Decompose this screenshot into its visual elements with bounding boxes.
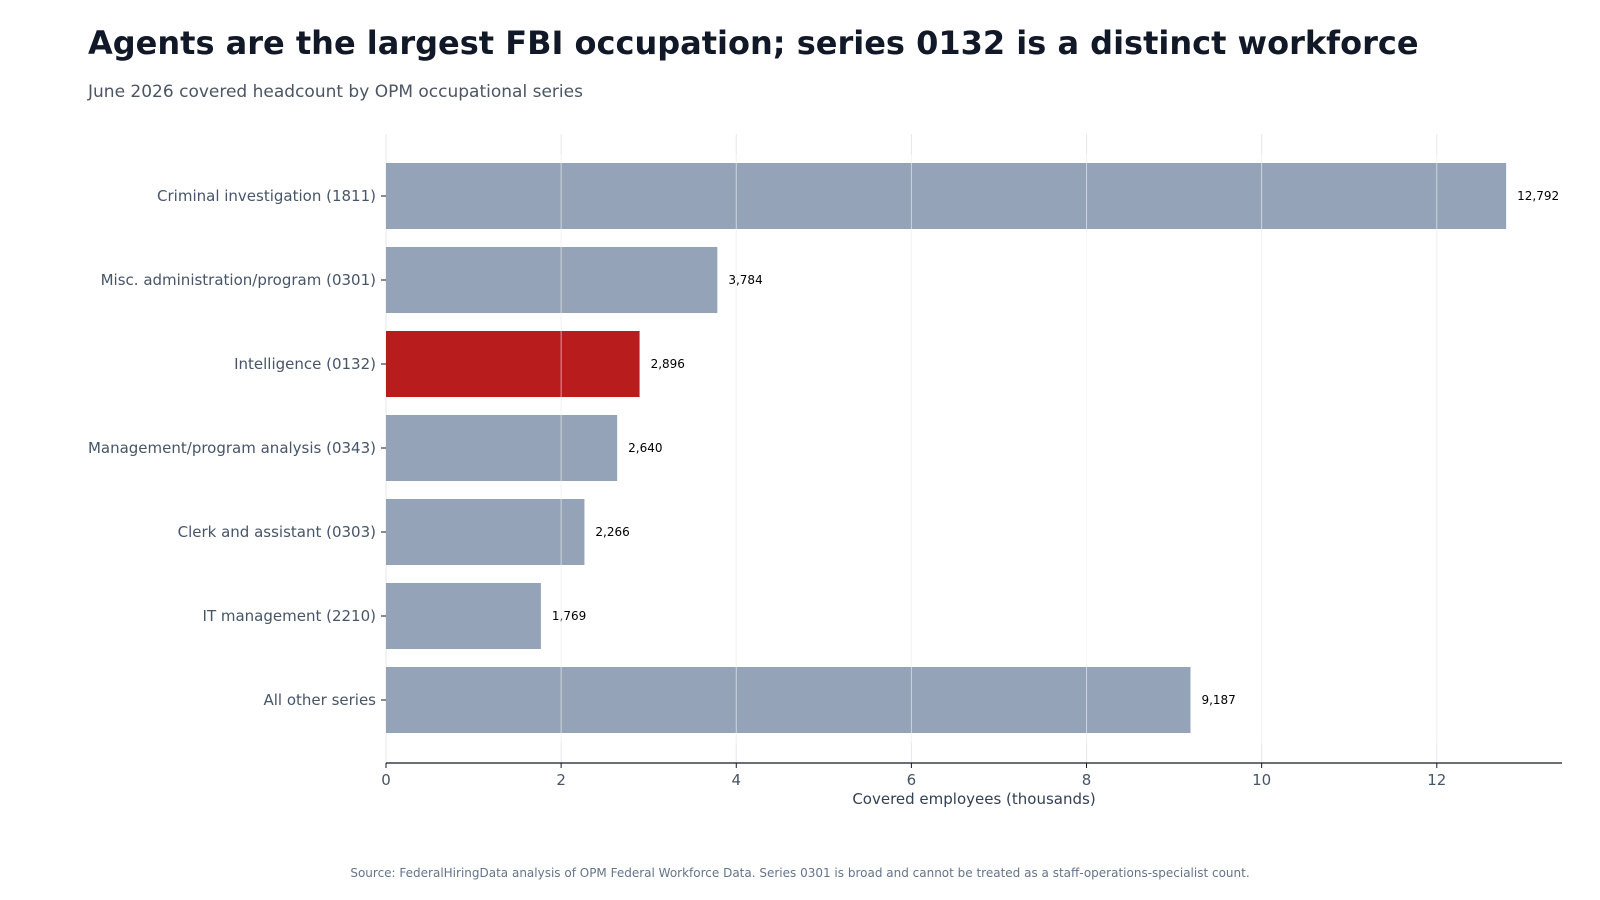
x-tick-label: 4 — [731, 771, 741, 789]
bar — [386, 163, 1507, 229]
data-label: 2,640 — [628, 441, 662, 455]
bar — [386, 331, 640, 397]
x-tick-label: 6 — [907, 771, 917, 789]
data-label: 3,784 — [728, 273, 762, 287]
category-label: Misc. administration/program (0301) — [101, 271, 376, 289]
data-label: 12,792 — [1517, 189, 1559, 203]
bar — [386, 415, 618, 481]
x-tick-label: 0 — [381, 771, 391, 789]
category-label: Criminal investigation (1811) — [157, 187, 376, 205]
data-label: 2,266 — [595, 525, 629, 539]
bar — [386, 499, 585, 565]
x-tick-label: 10 — [1252, 771, 1271, 789]
category-label: Clerk and assistant (0303) — [178, 523, 376, 541]
bar — [386, 667, 1191, 733]
source-note: Source: FederalHiringData analysis of OP… — [350, 866, 1250, 880]
x-tick-label: 8 — [1082, 771, 1092, 789]
category-label: IT management (2210) — [203, 607, 376, 625]
category-label: Management/program analysis (0343) — [88, 439, 376, 457]
data-label: 2,896 — [651, 357, 685, 371]
x-tick-label: 12 — [1427, 771, 1446, 789]
category-label: All other series — [263, 691, 376, 709]
data-label: 9,187 — [1201, 693, 1235, 707]
data-label: 1,769 — [552, 609, 586, 623]
chart-title: Agents are the largest FBI occupation; s… — [88, 24, 1419, 62]
bar — [386, 247, 718, 313]
category-label: Intelligence (0132) — [234, 355, 376, 373]
bar — [386, 583, 541, 649]
chart-subtitle: June 2026 covered headcount by OPM occup… — [88, 82, 583, 102]
x-tick-label: 2 — [556, 771, 566, 789]
x-axis-label: Covered employees (thousands) — [852, 790, 1095, 808]
